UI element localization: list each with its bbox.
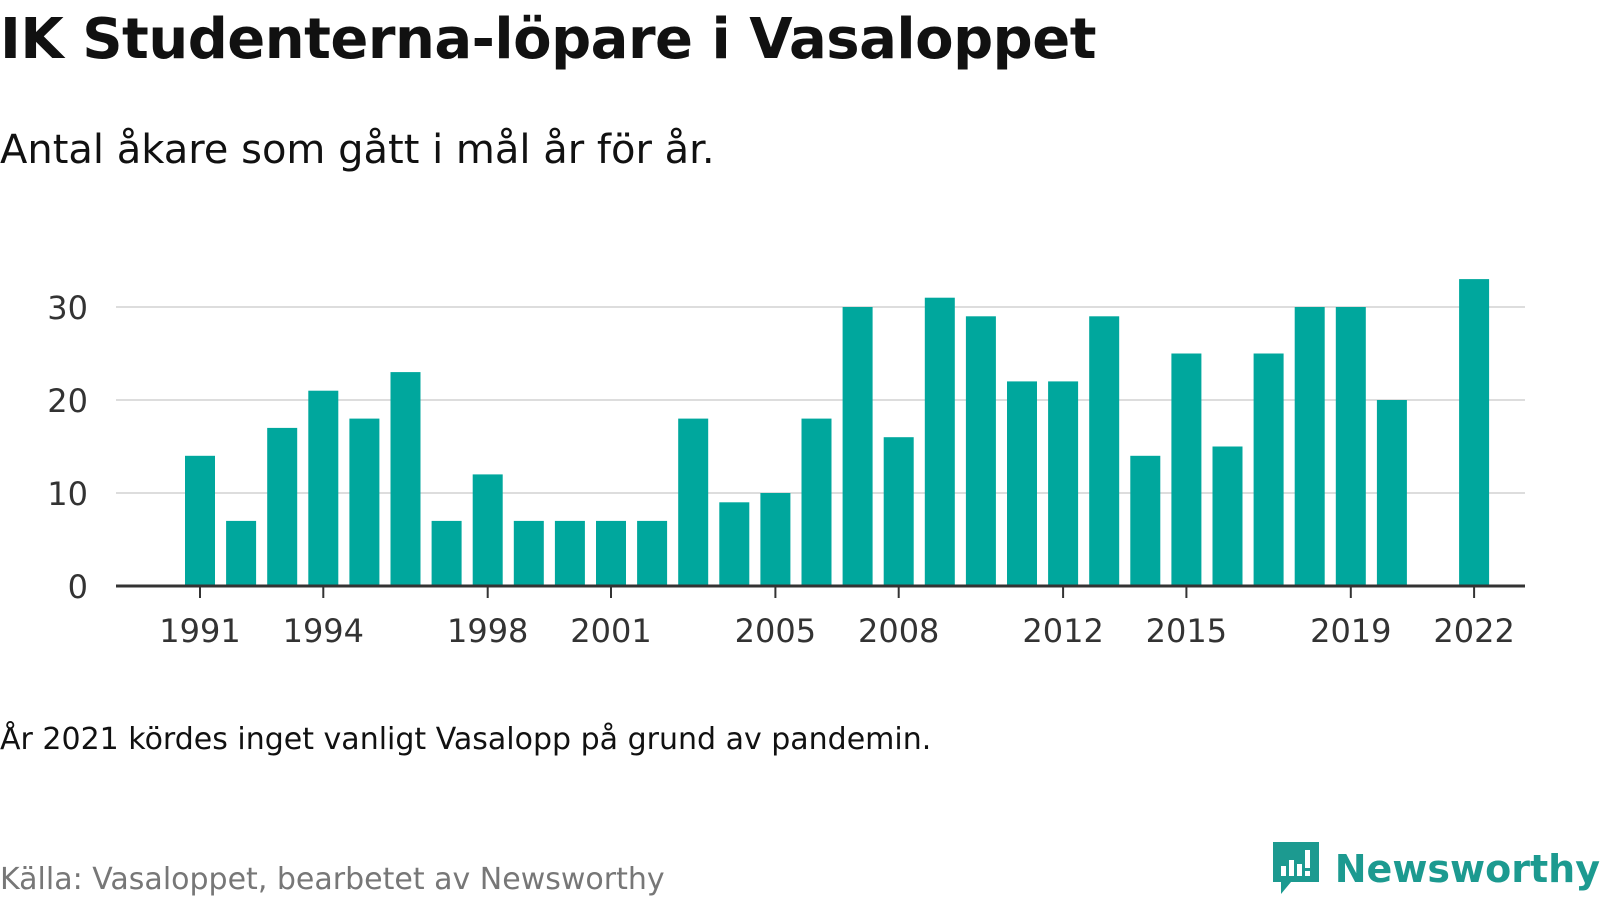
bar-1993 <box>267 427 298 586</box>
axes: 0 10 20 30 1991 1994 1998 2001 2005 2008 2012 2015 2… <box>47 289 1525 650</box>
brand-name: Newsworthy <box>1334 847 1600 891</box>
bar-2009 <box>924 297 955 586</box>
bar-2007 <box>842 307 873 586</box>
newsworthy-logo-icon <box>1272 842 1319 894</box>
y-tick-label: 10 <box>47 475 88 513</box>
bar-2018 <box>1294 307 1325 586</box>
bar-2020 <box>1376 400 1407 586</box>
bar-1992 <box>226 520 257 586</box>
bar-2010 <box>965 316 996 586</box>
bars <box>185 279 1490 586</box>
bar-1996 <box>390 372 421 586</box>
bar-2011 <box>1007 381 1037 586</box>
bar-2002 <box>637 520 668 586</box>
bar-2013 <box>1089 316 1120 586</box>
y-tick-label: 30 <box>47 289 88 327</box>
y-tick-label: 20 <box>47 382 88 420</box>
brand: Newsworthy <box>1269 840 1600 898</box>
bar-2017 <box>1253 353 1284 586</box>
source-credit: Källa: Vasaloppet, bearbetet av Newswort… <box>0 862 665 897</box>
y-tick-label: 0 <box>68 568 88 606</box>
bar-2008 <box>883 437 914 586</box>
bar-2004 <box>719 502 750 586</box>
bar-2001 <box>596 520 626 586</box>
bar-2014 <box>1130 455 1161 586</box>
bar-2005 <box>760 493 791 586</box>
bar-1994 <box>308 390 339 586</box>
bar-1999 <box>513 520 544 586</box>
bar-2006 <box>801 418 832 586</box>
bar-2019 <box>1335 307 1366 586</box>
bar-2022 <box>1459 279 1490 586</box>
bar-2015 <box>1171 353 1202 586</box>
x-tick-label: 2005 <box>735 612 816 650</box>
x-tick-label: 2012 <box>1022 612 1103 650</box>
bar-2012 <box>1048 381 1079 586</box>
bar-1998 <box>472 474 503 586</box>
x-tick-label: 1998 <box>447 612 528 650</box>
chart-subtitle: Antal åkare som gått i mål år för år. <box>0 127 715 173</box>
bar-2016 <box>1212 446 1243 586</box>
bar-1995 <box>349 418 380 586</box>
bar-1991 <box>185 455 215 586</box>
x-tick-label: 2001 <box>570 612 651 650</box>
x-tick-label: 2022 <box>1433 612 1514 650</box>
x-tick-label: 2019 <box>1310 612 1391 650</box>
x-tick-label: 1994 <box>283 612 364 650</box>
x-tick-label: 2008 <box>858 612 939 650</box>
x-tick-label: 2015 <box>1146 612 1227 650</box>
footnote: År 2021 kördes inget vanligt Vasalopp på… <box>0 722 932 757</box>
x-tick-label: 1991 <box>159 612 240 650</box>
bar-chart: 0 10 20 30 1991 1994 1998 2001 2005 2008 2012 2015 2… <box>47 279 1525 650</box>
chart-title: IK Studenterna-löpare i Vasaloppet <box>0 7 1097 72</box>
bar-2000 <box>554 520 585 586</box>
bar-2003 <box>678 418 709 586</box>
bar-1997 <box>431 520 462 586</box>
